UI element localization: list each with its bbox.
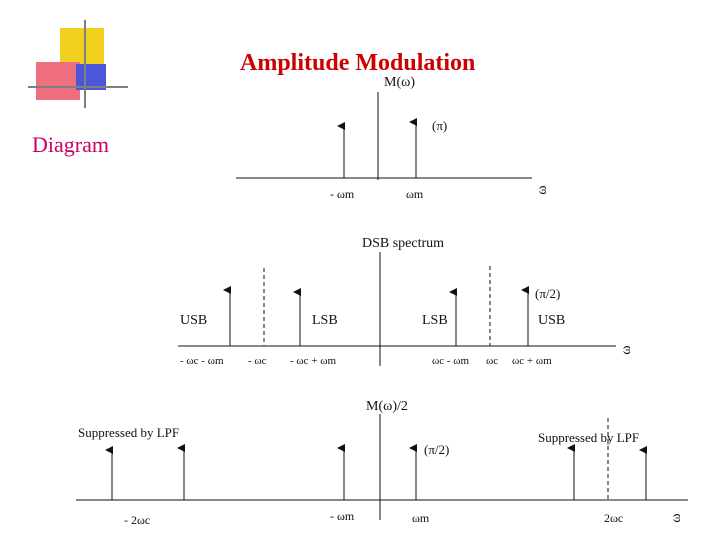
- panel3-heading: M(ω)/2: [366, 399, 408, 414]
- panel2-tick-pos-wc-minus-wm: ωc - ωm: [432, 355, 470, 367]
- panel2-tick-neg-wc-plus-wm: - ωc + ωm: [290, 355, 336, 367]
- panel-message-spectrum: M(ω) (π) ω - ωm ωm: [236, 75, 550, 201]
- panel3-suppressed-right: Suppressed by LPF: [538, 430, 639, 445]
- panel2-band-lsb-right: LSB: [422, 313, 448, 328]
- panel2-band-usb-left: USB: [180, 313, 207, 328]
- panel3-tick-pos-wm: ωm: [412, 511, 430, 525]
- panel3-tick-neg-2wc: - 2ωc: [124, 513, 150, 527]
- panel1-heading: M(ω): [384, 75, 415, 90]
- panel1-axis-label: ω: [535, 185, 550, 194]
- panel2-tick-pos-wc: ωc: [486, 355, 498, 367]
- panel3-arrow-label: (π/2): [424, 442, 449, 457]
- decor-line-vertical: [84, 20, 86, 108]
- panel2-tick-neg-wc-minus-wm: - ωc - ωm: [180, 355, 224, 367]
- slide-title: Amplitude Modulation: [240, 50, 476, 76]
- decor-square-pink: [36, 62, 80, 100]
- panel-demodulated-spectrum: M(ω)/2 (π/2) ω Suppressed by LPF Suppres…: [76, 399, 688, 527]
- panel2-axis-label: ω: [619, 345, 634, 354]
- decor-line-horizontal: [28, 86, 128, 88]
- panel2-tick-pos-wc-plus-wm: ωc + ωm: [512, 355, 552, 367]
- panel2-arrow-label: (π/2): [535, 286, 560, 301]
- slide-subtitle: Diagram: [32, 132, 109, 157]
- panel2-band-usb-right: USB: [538, 313, 565, 328]
- panel3-suppressed-left: Suppressed by LPF: [78, 425, 179, 440]
- panel3-tick-pos-2wc: 2ωc: [604, 511, 623, 525]
- panel1-tick-pos-wm: ωm: [406, 187, 424, 201]
- decor-square-blue: [76, 64, 106, 90]
- panel3-tick-neg-wm: - ωm: [330, 509, 355, 523]
- panel2-tick-neg-wc: - ωc: [248, 355, 267, 367]
- panel1-tick-neg-wm: - ωm: [330, 187, 355, 201]
- panel2-band-lsb-left: LSB: [312, 313, 338, 328]
- panel3-axis-label: ω: [669, 513, 684, 522]
- panel2-heading: DSB spectrum: [362, 236, 444, 251]
- panel1-arrow-label: (π): [432, 118, 447, 133]
- panel-dsb-spectrum: DSB spectrum (π/2) ω USB LSB LSB USB - ω…: [178, 236, 634, 367]
